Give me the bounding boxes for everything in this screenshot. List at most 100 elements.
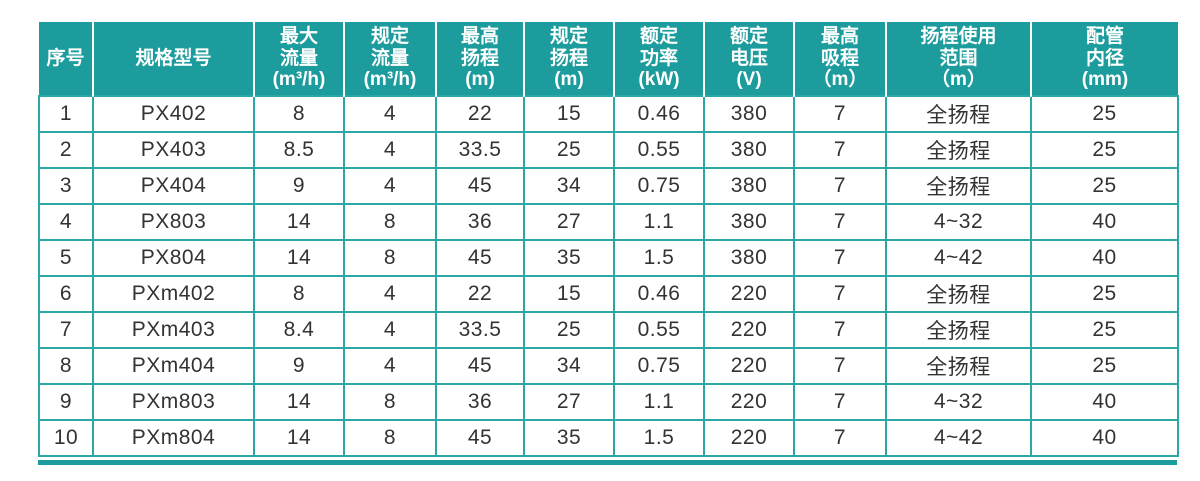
cell-model: PXm803 bbox=[92, 383, 255, 421]
column-header-pipe-diameter: 配管 内径 (mm) bbox=[1031, 22, 1178, 96]
cell-max-suction: 7 bbox=[793, 383, 887, 421]
cell-head-range: 全扬程 bbox=[885, 95, 1032, 133]
header-row: 序号 规格型号 最大 流量 (m³/h) 规定 流量 (m³/h) 最高 扬程 (m) 规… bbox=[39, 22, 1178, 96]
table-row: 9 PXm803 14 8 36 27 1.1 220 7 4~32 40 bbox=[38, 383, 1179, 421]
cell-model: PXm403 bbox=[92, 311, 255, 349]
cell-rated-head: 25 bbox=[523, 131, 615, 169]
cell-max-head: 33.5 bbox=[435, 311, 525, 349]
column-header-max-head: 最高 扬程 (m) bbox=[436, 22, 525, 96]
cell-rated-voltage: 220 bbox=[703, 311, 795, 349]
table-row: 6 PXm402 8 4 22 15 0.46 220 7 全扬程 25 bbox=[38, 275, 1179, 313]
cell-rated-head: 34 bbox=[523, 347, 615, 385]
cell-max-head: 45 bbox=[435, 347, 525, 385]
cell-rated-power: 0.46 bbox=[613, 95, 705, 133]
cell-rated-head: 25 bbox=[523, 311, 615, 349]
cell-index: 1 bbox=[38, 95, 94, 133]
cell-max-head: 36 bbox=[435, 203, 525, 241]
cell-head-range: 4~42 bbox=[885, 239, 1032, 277]
cell-rated-power: 1.5 bbox=[613, 419, 705, 457]
cell-rated-voltage: 380 bbox=[703, 239, 795, 277]
cell-rated-voltage: 380 bbox=[703, 95, 795, 133]
cell-max-suction: 7 bbox=[793, 239, 887, 277]
cell-rated-head: 27 bbox=[523, 383, 615, 421]
pump-spec-table: 序号 规格型号 最大 流量 (m³/h) 规定 流量 (m³/h) 最高 扬程 (m) 规… bbox=[38, 22, 1179, 457]
table-row: 4 PX803 14 8 36 27 1.1 380 7 4~32 40 bbox=[38, 203, 1179, 241]
cell-rated-flow: 4 bbox=[343, 311, 437, 349]
cell-max-flow: 14 bbox=[253, 383, 345, 421]
cell-head-range: 全扬程 bbox=[885, 275, 1032, 313]
cell-pipe-diameter: 40 bbox=[1030, 419, 1179, 457]
cell-rated-voltage: 220 bbox=[703, 275, 795, 313]
cell-rated-power: 0.55 bbox=[613, 311, 705, 349]
cell-rated-flow: 4 bbox=[343, 167, 437, 205]
table-row: 2 PX403 8.5 4 33.5 25 0.55 380 7 全扬程 25 bbox=[38, 131, 1179, 169]
cell-rated-head: 27 bbox=[523, 203, 615, 241]
cell-max-flow: 8 bbox=[253, 95, 345, 133]
cell-max-suction: 7 bbox=[793, 95, 887, 133]
cell-rated-voltage: 220 bbox=[703, 383, 795, 421]
cell-model: PX804 bbox=[92, 239, 255, 277]
cell-model: PX402 bbox=[92, 95, 255, 133]
cell-index: 10 bbox=[38, 419, 94, 457]
cell-model: PX803 bbox=[92, 203, 255, 241]
cell-pipe-diameter: 25 bbox=[1030, 275, 1179, 313]
cell-index: 7 bbox=[38, 311, 94, 349]
cell-model: PX404 bbox=[92, 167, 255, 205]
table-row: 1 PX402 8 4 22 15 0.46 380 7 全扬程 25 bbox=[38, 95, 1179, 133]
cell-rated-flow: 8 bbox=[343, 419, 437, 457]
cell-max-flow: 14 bbox=[253, 239, 345, 277]
cell-pipe-diameter: 25 bbox=[1030, 347, 1179, 385]
cell-pipe-diameter: 25 bbox=[1030, 167, 1179, 205]
cell-rated-head: 15 bbox=[523, 275, 615, 313]
cell-rated-power: 0.75 bbox=[613, 347, 705, 385]
cell-pipe-diameter: 40 bbox=[1030, 383, 1179, 421]
cell-max-head: 45 bbox=[435, 239, 525, 277]
cell-model: PXm402 bbox=[92, 275, 255, 313]
cell-index: 5 bbox=[38, 239, 94, 277]
cell-rated-power: 0.75 bbox=[613, 167, 705, 205]
cell-head-range: 全扬程 bbox=[885, 347, 1032, 385]
cell-rated-voltage: 380 bbox=[703, 203, 795, 241]
cell-model: PXm804 bbox=[92, 419, 255, 457]
cell-rated-flow: 4 bbox=[343, 95, 437, 133]
cell-rated-voltage: 220 bbox=[703, 347, 795, 385]
cell-rated-voltage: 380 bbox=[703, 131, 795, 169]
cell-rated-head: 15 bbox=[523, 95, 615, 133]
cell-pipe-diameter: 25 bbox=[1030, 131, 1179, 169]
cell-pipe-diameter: 25 bbox=[1030, 95, 1179, 133]
cell-head-range: 4~32 bbox=[885, 383, 1032, 421]
cell-rated-power: 0.55 bbox=[613, 131, 705, 169]
cell-max-suction: 7 bbox=[793, 419, 887, 457]
cell-index: 4 bbox=[38, 203, 94, 241]
cell-max-head: 33.5 bbox=[435, 131, 525, 169]
cell-pipe-diameter: 25 bbox=[1030, 311, 1179, 349]
cell-pipe-diameter: 40 bbox=[1030, 239, 1179, 277]
cell-max-suction: 7 bbox=[793, 311, 887, 349]
cell-max-flow: 14 bbox=[253, 419, 345, 457]
column-header-rated-head: 规定 扬程 (m) bbox=[524, 22, 615, 96]
column-header-rated-flow: 规定 流量 (m³/h) bbox=[344, 22, 437, 96]
cell-max-suction: 7 bbox=[793, 167, 887, 205]
cell-rated-head: 34 bbox=[523, 167, 615, 205]
table-row: 5 PX804 14 8 45 35 1.5 380 7 4~42 40 bbox=[38, 239, 1179, 277]
cell-max-head: 36 bbox=[435, 383, 525, 421]
cell-rated-voltage: 380 bbox=[703, 167, 795, 205]
cell-index: 3 bbox=[38, 167, 94, 205]
cell-max-flow: 8.4 bbox=[253, 311, 345, 349]
cell-rated-head: 35 bbox=[523, 239, 615, 277]
cell-pipe-diameter: 40 bbox=[1030, 203, 1179, 241]
cell-head-range: 4~42 bbox=[885, 419, 1032, 457]
cell-index: 6 bbox=[38, 275, 94, 313]
cell-max-flow: 8.5 bbox=[253, 131, 345, 169]
cell-rated-flow: 8 bbox=[343, 239, 437, 277]
cell-rated-flow: 8 bbox=[343, 383, 437, 421]
column-header-rated-power: 额定 功率 (kW) bbox=[614, 22, 705, 96]
column-header-rated-voltage: 额定 电压 (V) bbox=[704, 22, 795, 96]
cell-max-flow: 9 bbox=[253, 347, 345, 385]
cell-rated-flow: 8 bbox=[343, 203, 437, 241]
cell-head-range: 全扬程 bbox=[885, 131, 1032, 169]
cell-rated-power: 1.5 bbox=[613, 239, 705, 277]
cell-index: 9 bbox=[38, 383, 94, 421]
cell-rated-power: 1.1 bbox=[613, 383, 705, 421]
cell-max-suction: 7 bbox=[793, 347, 887, 385]
